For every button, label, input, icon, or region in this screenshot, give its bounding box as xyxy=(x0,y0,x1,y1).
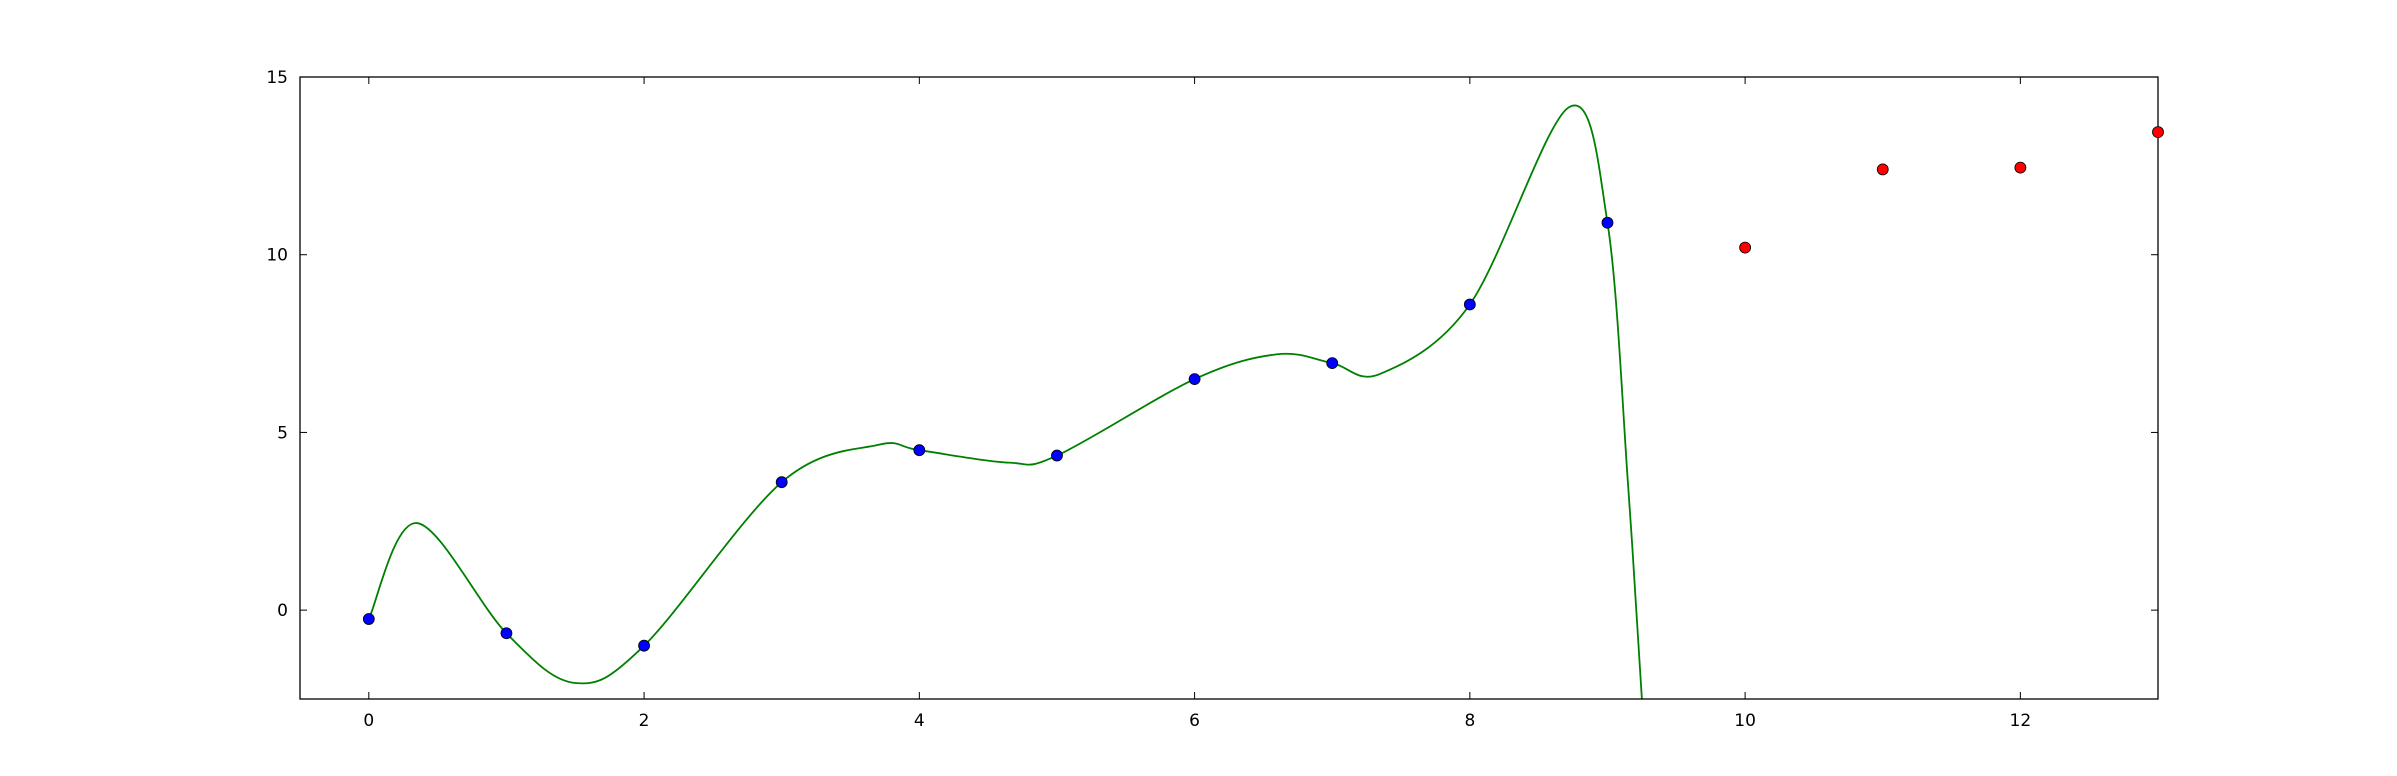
x-tick-label: 4 xyxy=(914,711,925,731)
y-tick-label: 10 xyxy=(266,246,288,266)
blue-data-point xyxy=(638,639,650,652)
blue-data-point xyxy=(1188,373,1201,386)
x-tick-label: 12 xyxy=(2010,711,2032,731)
blue-data-point xyxy=(1326,357,1339,370)
red-data-point xyxy=(2152,126,2164,138)
x-tick-label: 6 xyxy=(1189,711,1200,731)
x-tick-label: 10 xyxy=(1734,711,1756,731)
y-tick-label: 15 xyxy=(266,68,288,88)
blue-data-point xyxy=(362,613,375,625)
red-data-point xyxy=(1876,163,1889,176)
y-tick-label: 0 xyxy=(277,601,288,621)
blue-data-point xyxy=(500,627,513,640)
x-tick-label: 8 xyxy=(1464,711,1475,731)
red-data-point xyxy=(2014,161,2027,174)
plot-area xyxy=(368,104,1643,699)
red-data-point xyxy=(1739,241,1752,254)
y-tick-label: 5 xyxy=(277,423,288,443)
axes-frame xyxy=(299,76,2159,700)
x-tick-label: 2 xyxy=(639,711,650,731)
fit-curve-line xyxy=(368,104,1643,699)
blue-data-point xyxy=(1601,216,1614,229)
x-tick-label: 0 xyxy=(363,711,374,731)
blue-data-point xyxy=(1051,449,1063,462)
blue-data-point xyxy=(1463,298,1476,311)
blue-data-point xyxy=(775,476,788,489)
axis-ticks: 0 2 4 6 8 10 12 0 5 10 15 xyxy=(266,68,2158,731)
blue-data-point xyxy=(913,444,926,457)
